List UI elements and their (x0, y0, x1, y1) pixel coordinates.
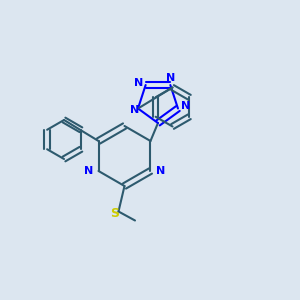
Text: N: N (181, 101, 190, 111)
Text: S: S (110, 207, 119, 220)
Text: N: N (84, 166, 93, 176)
Text: N: N (130, 105, 140, 115)
Text: N: N (166, 73, 175, 82)
Text: N: N (156, 166, 165, 176)
Text: N: N (134, 78, 144, 88)
